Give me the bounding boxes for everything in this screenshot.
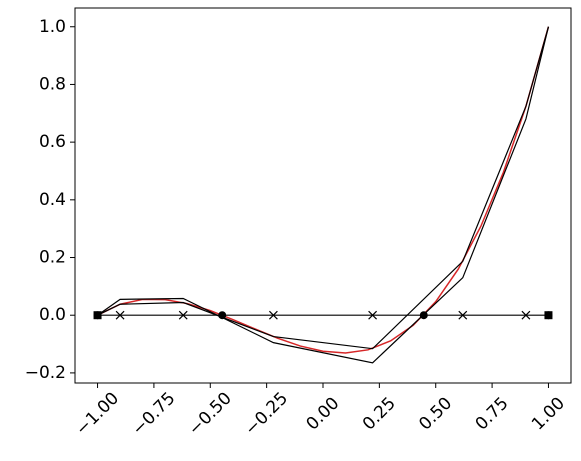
x-tick-label: 0.00 (303, 394, 344, 435)
y-tick-label: 0.6 (39, 132, 66, 152)
series-line (97, 26, 550, 364)
marker-circle (218, 311, 227, 320)
y-tick-label: −0.2 (25, 363, 66, 383)
marker-cross (521, 310, 531, 320)
marker-square (93, 311, 102, 320)
x-tick-label: −1.00 (72, 389, 123, 440)
marker-cross (178, 310, 188, 320)
series-line (97, 26, 550, 354)
marker-cross (368, 310, 378, 320)
marker-circle (419, 311, 428, 320)
y-tick-label: 0.8 (39, 74, 66, 94)
marker-cross (115, 310, 125, 320)
marker-square (544, 311, 553, 320)
x-tick-label: −0.25 (241, 389, 292, 440)
x-tick-label: 1.00 (528, 394, 569, 435)
x-tick-label: 0.75 (472, 394, 513, 435)
marker-cross (458, 310, 468, 320)
x-tick-label: −0.50 (185, 389, 236, 440)
plot-frame (74, 7, 572, 384)
y-tick-label: 0.4 (39, 190, 66, 210)
marker-cross (268, 310, 278, 320)
series-line (97, 26, 550, 350)
y-tick-label: 0.0 (39, 305, 66, 325)
x-tick-label: 0.50 (415, 394, 456, 435)
x-tick-label: 0.25 (359, 394, 400, 435)
x-tick-label: −0.75 (128, 389, 179, 440)
y-tick-label: 1.0 (39, 17, 66, 37)
y-tick-label: 0.2 (39, 248, 66, 268)
